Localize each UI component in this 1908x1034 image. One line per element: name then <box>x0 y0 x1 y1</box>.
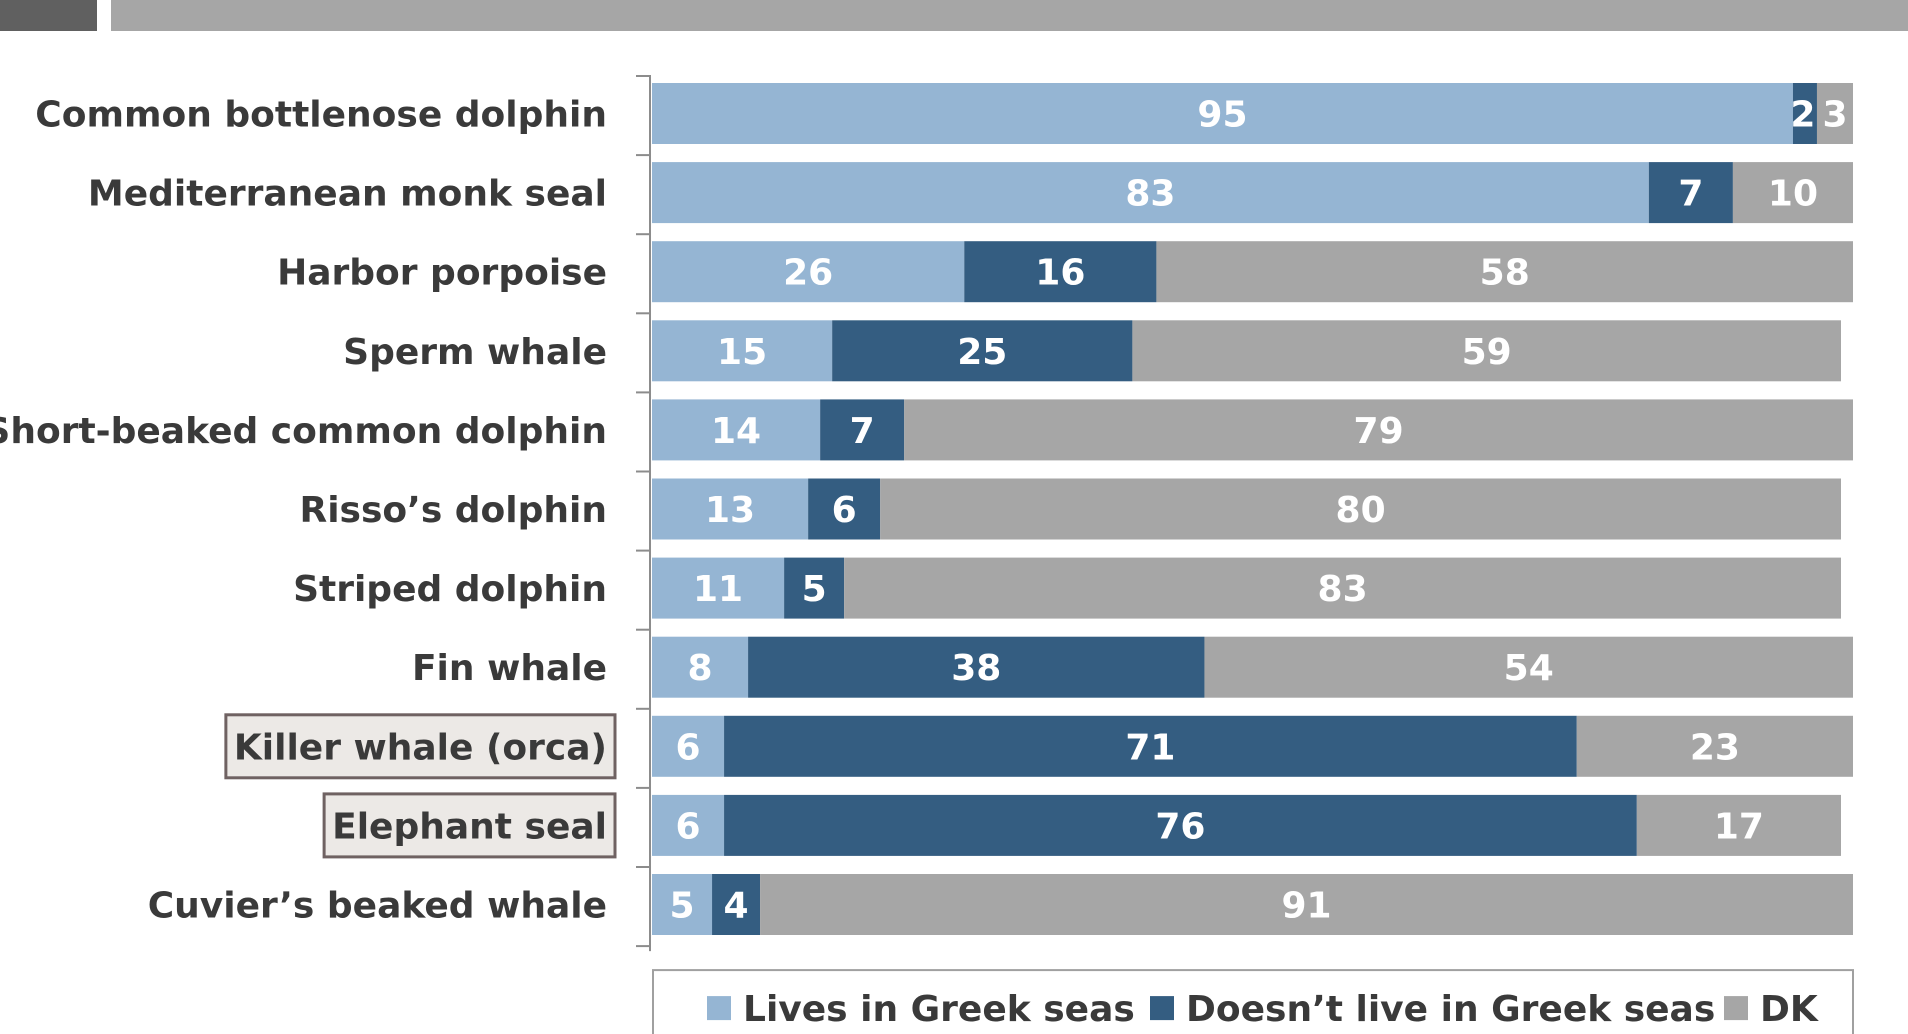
bar-segment-doesnt-live-in-greek-seas-mediterranean-monk-seal <box>1648 162 1733 224</box>
data-label-dk-mediterranean-monk-seal: 10 <box>1768 174 1818 215</box>
data-label-doesnt-live-in-greek-seas-short-beaked-common-dolphin: 7 <box>850 411 875 452</box>
category-label-harbor-porpoise: Harbor porpoise <box>277 253 607 294</box>
legend-swatch-doesnt-live-in-greek-seas <box>1150 996 1174 1021</box>
data-label-doesnt-live-in-greek-seas-killer-whale-orca: 71 <box>1125 727 1175 768</box>
bar-segment-dk-short-beaked-common-dolphin <box>904 399 1853 461</box>
data-label-dk-striped-dolphin: 83 <box>1318 569 1368 610</box>
header-bar-dark <box>0 0 97 31</box>
data-label-dk-sperm-whale: 59 <box>1462 332 1512 373</box>
bar-segment-doesnt-live-in-greek-seas-short-beaked-common-dolphin <box>820 399 905 461</box>
bar-segment-dk-mediterranean-monk-seal <box>1732 162 1853 224</box>
legend: Lives in Greek seas Doesn’t live in Greek… <box>652 969 1854 1034</box>
bar-segment-doesnt-live-in-greek-seas-elephant-seal <box>724 794 1637 856</box>
data-label-dk-fin-whale: 54 <box>1504 648 1554 689</box>
legend-label-dk: DK <box>1760 989 1819 1030</box>
legend-swatch-dk <box>1724 996 1748 1021</box>
data-label-doesnt-live-in-greek-seas-striped-dolphin: 5 <box>802 569 827 610</box>
data-label-lives-in-greek-seas-short-beaked-common-dolphin: 14 <box>711 411 761 452</box>
category-label-rissos-dolphin: Risso’s dolphin <box>300 490 608 531</box>
data-label-doesnt-live-in-greek-seas-rissos-dolphin: 6 <box>832 490 857 531</box>
data-label-doesnt-live-in-greek-seas-cuviers-beaked-whale: 4 <box>724 886 749 927</box>
data-label-lives-in-greek-seas-cuviers-beaked-whale: 5 <box>669 886 694 927</box>
bar-segment-lives-in-greek-seas-common-bottlenose-dolphin <box>652 83 1793 144</box>
bar-segment-lives-in-greek-seas-harbor-porpoise <box>652 241 965 303</box>
data-label-dk-short-beaked-common-dolphin: 79 <box>1354 411 1404 452</box>
bar-segment-doesnt-live-in-greek-seas-fin-whale <box>748 636 1205 698</box>
bar-segment-doesnt-live-in-greek-seas-cuviers-beaked-whale <box>712 874 761 935</box>
bar-segment-doesnt-live-in-greek-seas-striped-dolphin <box>784 557 845 619</box>
legend-label-doesnt-live-in-greek-seas: Doesn’t live in Greek seas <box>1186 989 1715 1030</box>
data-label-dk-rissos-dolphin: 80 <box>1336 490 1386 531</box>
data-label-lives-in-greek-seas-sperm-whale: 15 <box>717 332 767 373</box>
bar-segment-doesnt-live-in-greek-seas-rissos-dolphin <box>808 478 881 540</box>
category-label-cuviers-beaked-whale: Cuvier’s beaked whale <box>148 886 607 927</box>
bar-segment-dk-rissos-dolphin <box>880 478 1841 540</box>
category-label-fin-whale: Fin whale <box>412 648 607 689</box>
bar-segment-doesnt-live-in-greek-seas-killer-whale-orca <box>724 715 1577 777</box>
bar-segment-dk-fin-whale <box>1204 636 1853 698</box>
data-label-doesnt-live-in-greek-seas-harbor-porpoise: 16 <box>1035 253 1085 294</box>
category-label-common-bottlenose-dolphin: Common bottlenose dolphin <box>35 95 607 136</box>
bar-segment-dk-killer-whale-orca <box>1576 715 1853 777</box>
data-label-doesnt-live-in-greek-seas-fin-whale: 38 <box>951 648 1001 689</box>
data-label-lives-in-greek-seas-rissos-dolphin: 13 <box>705 490 755 531</box>
bar-segment-doesnt-live-in-greek-seas-sperm-whale <box>832 320 1133 382</box>
bar-segment-lives-in-greek-seas-cuviers-beaked-whale <box>652 874 713 935</box>
highlight-box <box>322 792 617 859</box>
data-label-lives-in-greek-seas-common-bottlenose-dolphin: 95 <box>1197 95 1247 136</box>
data-label-lives-in-greek-seas-fin-whale: 8 <box>688 648 713 689</box>
data-label-doesnt-live-in-greek-seas-sperm-whale: 25 <box>957 332 1007 373</box>
data-label-lives-in-greek-seas-striped-dolphin: 11 <box>693 569 743 610</box>
legend-frame <box>652 969 1854 1034</box>
data-label-doesnt-live-in-greek-seas-mediterranean-monk-seal: 7 <box>1678 174 1703 215</box>
data-label-lives-in-greek-seas-killer-whale-orca: 6 <box>675 727 700 768</box>
data-label-dk-cuviers-beaked-whale: 91 <box>1281 886 1331 927</box>
legend-label-lives-in-greek-seas: Lives in Greek seas <box>743 989 1135 1030</box>
bar-segment-doesnt-live-in-greek-seas-harbor-porpoise <box>964 241 1157 303</box>
data-label-doesnt-live-in-greek-seas-elephant-seal: 76 <box>1155 806 1205 847</box>
bar-segment-lives-in-greek-seas-elephant-seal <box>652 794 725 856</box>
data-label-lives-in-greek-seas-elephant-seal: 6 <box>675 806 700 847</box>
category-label-elephant-seal: Elephant seal <box>332 806 607 847</box>
bar-segment-dk-sperm-whale <box>1132 320 1841 382</box>
category-label-elephant-seal-box: Elephant seal <box>322 792 617 859</box>
data-label-dk-common-bottlenose-dolphin: 3 <box>1822 95 1847 136</box>
data-label-lives-in-greek-seas-harbor-porpoise: 26 <box>783 253 833 294</box>
bar-segment-lives-in-greek-seas-striped-dolphin <box>652 557 785 619</box>
bar-segment-dk-striped-dolphin <box>844 557 1841 619</box>
data-label-dk-killer-whale-orca: 23 <box>1690 727 1740 768</box>
bar-segment-doesnt-live-in-greek-seas-common-bottlenose-dolphin <box>1792 83 1817 144</box>
bar-segment-dk-elephant-seal <box>1636 794 1841 856</box>
data-label-lives-in-greek-seas-mediterranean-monk-seal: 83 <box>1125 174 1175 215</box>
category-label-mediterranean-monk-seal: Mediterranean monk seal <box>88 174 607 215</box>
data-label-doesnt-live-in-greek-seas-common-bottlenose-dolphin: 2 <box>1790 95 1815 136</box>
category-label-short-beaked-common-dolphin: Short-beaked common dolphin <box>0 411 607 452</box>
category-label-sperm-whale: Sperm whale <box>343 332 607 373</box>
bar-segment-dk-harbor-porpoise <box>1156 241 1853 303</box>
bar-segment-lives-in-greek-seas-killer-whale-orca <box>652 715 725 777</box>
bar-segment-lives-in-greek-seas-rissos-dolphin <box>652 478 809 540</box>
category-label-striped-dolphin: Striped dolphin <box>293 569 607 610</box>
bar-segment-lives-in-greek-seas-fin-whale <box>652 636 749 698</box>
bar-segment-lives-in-greek-seas-sperm-whale <box>652 320 833 382</box>
bar-segment-lives-in-greek-seas-mediterranean-monk-seal <box>652 162 1649 224</box>
category-label-killer-whale-orca: Killer whale (orca) <box>234 727 607 768</box>
bar-segment-dk-cuviers-beaked-whale <box>760 874 1853 935</box>
data-label-dk-elephant-seal: 17 <box>1714 806 1764 847</box>
plot-area: Common bottlenose dolphin 95 2 3 Mediterrane… <box>0 75 1853 952</box>
header-bar-light <box>111 0 1908 31</box>
data-label-dk-harbor-porpoise: 58 <box>1480 253 1530 294</box>
highlight-box <box>224 713 617 780</box>
bar-segment-lives-in-greek-seas-short-beaked-common-dolphin <box>652 399 821 461</box>
bar-segment-dk-common-bottlenose-dolphin <box>1816 83 1853 144</box>
category-label-killer-whale-orca-box: Killer whale (orca) <box>224 713 617 780</box>
legend-swatch-lives-in-greek-seas <box>707 996 731 1021</box>
